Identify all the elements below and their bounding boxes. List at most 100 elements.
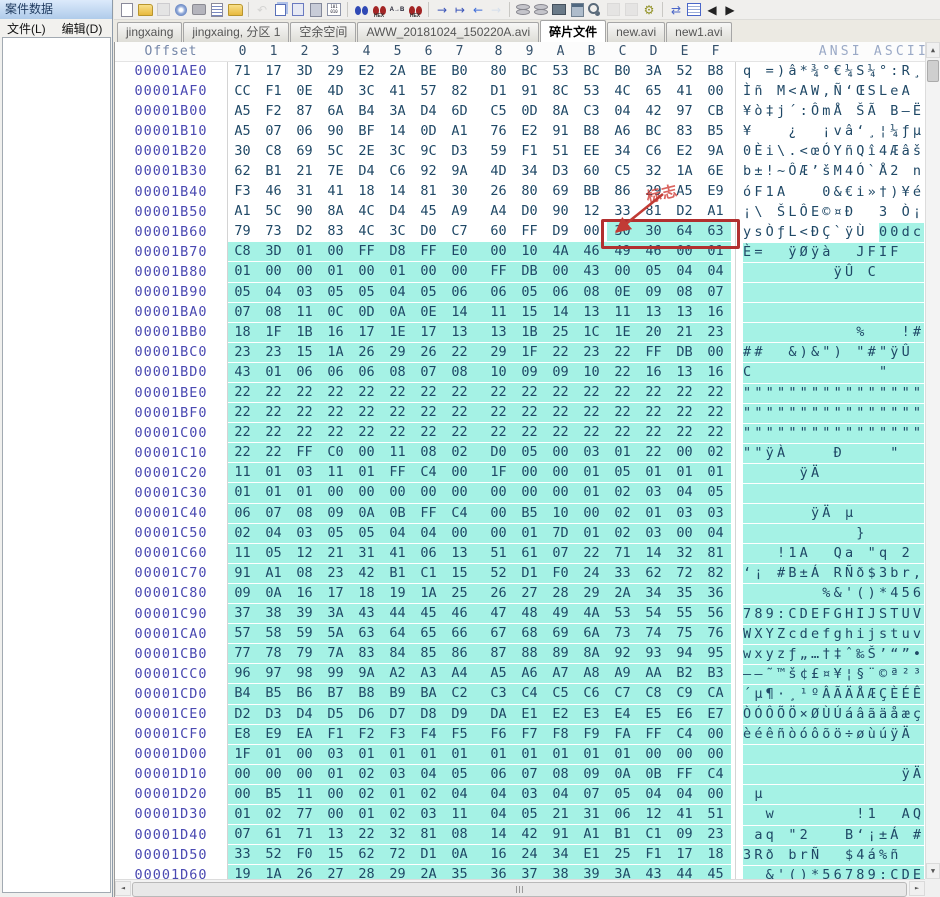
hex-byte[interactable]: 04 [382, 523, 413, 543]
hex-byte[interactable]: 22 [444, 342, 475, 362]
hex-byte[interactable]: 05 [258, 543, 289, 563]
hex-byte[interactable]: 0E [296, 82, 313, 99]
ascii-char[interactable] [844, 343, 857, 363]
ascii-char[interactable] [754, 122, 765, 141]
ascii-char[interactable]: Q [912, 805, 925, 825]
ascii-char[interactable] [754, 745, 766, 765]
ascii-char[interactable] [799, 283, 811, 303]
hex-byte[interactable]: 29 [327, 62, 344, 79]
hex-byte[interactable]: 01 [444, 744, 475, 764]
hex-byte[interactable]: 34 [545, 845, 576, 865]
ascii-char[interactable] [890, 805, 902, 825]
hex-byte[interactable]: A5 [234, 102, 251, 119]
ascii-char[interactable] [765, 283, 777, 303]
hex-byte[interactable]: F4 [413, 724, 444, 744]
hex-byte[interactable]: 56 [700, 604, 731, 624]
hex-byte[interactable]: F6 [483, 724, 514, 744]
hex-byte[interactable]: B1 [382, 563, 413, 583]
hex-byte[interactable]: 01 [638, 463, 669, 483]
ascii-char[interactable] [890, 785, 902, 805]
ascii-char[interactable]: < [799, 143, 811, 160]
ascii-char[interactable]: " [901, 403, 913, 423]
ascii-char[interactable] [822, 524, 834, 544]
ascii-char[interactable]: Y [765, 624, 777, 644]
hex-byte[interactable]: 08 [289, 563, 320, 583]
ascii-char[interactable]: U [901, 604, 913, 624]
hex-byte[interactable]: 22 [638, 423, 669, 443]
ascii-char[interactable]: ä [878, 705, 891, 725]
vertical-scrollbar[interactable]: ▲ ▼ [925, 42, 940, 879]
hex-byte[interactable]: 46 [265, 183, 282, 200]
hex-byte[interactable]: 0A [444, 845, 475, 865]
hex-byte[interactable]: 22 [576, 383, 607, 403]
ascii-char[interactable] [833, 745, 845, 765]
hex-byte[interactable]: 59 [490, 142, 507, 159]
ascii-char[interactable]: R [754, 845, 766, 865]
hex-byte[interactable]: B4 [358, 102, 375, 119]
ascii-char[interactable]: M [833, 163, 845, 180]
hex-byte[interactable]: 71 [607, 543, 638, 563]
hex-byte[interactable]: 09 [576, 764, 607, 784]
hex-byte[interactable]: 07 [413, 362, 444, 382]
hex-byte[interactable]: 6E [707, 162, 724, 179]
ascii-char[interactable] [776, 343, 789, 363]
hex-byte[interactable]: 22 [227, 423, 258, 443]
ascii-char[interactable]: ‘ [743, 564, 755, 584]
hex-byte[interactable]: 4A [576, 604, 607, 624]
ascii-char[interactable] [799, 262, 811, 283]
hex-byte[interactable]: 53 [583, 82, 600, 99]
hex-byte[interactable]: 11 [444, 804, 475, 825]
hex-byte[interactable]: 2A [413, 865, 444, 879]
ascii-char[interactable] [743, 785, 755, 805]
hex-byte[interactable]: 1B [289, 322, 320, 342]
hex-byte[interactable]: 37 [227, 604, 258, 624]
hex-byte[interactable]: D1 [490, 82, 507, 99]
hex-byte[interactable]: 00 [700, 724, 731, 744]
hex-byte[interactable]: 81 [420, 183, 437, 200]
hex-byte[interactable]: 18 [227, 322, 258, 342]
hex-byte[interactable]: 24 [576, 563, 607, 583]
hex-byte[interactable]: 05 [607, 784, 638, 804]
hex-byte[interactable]: 00 [545, 262, 576, 282]
ascii-char[interactable]: : [890, 63, 902, 79]
ascii-char[interactable]: v [912, 624, 925, 644]
hex-byte[interactable]: 06 [413, 543, 444, 563]
hex-byte[interactable]: 35 [669, 583, 700, 604]
hex-byte[interactable]: 83 [351, 644, 382, 664]
hex-byte[interactable]: 33 [607, 563, 638, 583]
menu-file[interactable]: 文件(L) [7, 21, 46, 36]
ascii-char[interactable]: Q [856, 143, 868, 160]
hex-byte[interactable]: 90 [327, 122, 344, 139]
ascii-char[interactable] [754, 805, 766, 825]
ascii-char[interactable] [912, 504, 925, 524]
ascii-char[interactable] [788, 805, 800, 825]
tab-1[interactable]: jingxaing [117, 22, 183, 42]
disc-icon[interactable] [172, 1, 190, 18]
copy-icon[interactable] [271, 1, 289, 18]
ascii-char[interactable]: ` [867, 163, 879, 180]
hex-byte[interactable]: B8 [707, 62, 724, 79]
ascii-char[interactable] [856, 745, 868, 765]
hex-byte[interactable]: 13 [320, 825, 351, 845]
hex-byte[interactable]: 4D [327, 82, 344, 99]
ascii-char[interactable] [878, 745, 891, 765]
scroll-right-icon[interactable]: ► [909, 881, 925, 896]
hex-byte[interactable]: 00 [413, 483, 444, 503]
hex-byte[interactable]: 77 [227, 644, 258, 664]
hex-byte[interactable]: 41 [389, 82, 406, 99]
hex-byte[interactable]: 26 [490, 183, 507, 200]
ascii-char[interactable] [822, 262, 834, 283]
ascii-char[interactable]: Ô [765, 705, 777, 725]
ascii-char[interactable]: È [754, 143, 766, 160]
hex-byte[interactable]: 07 [265, 122, 282, 139]
ascii-char[interactable]: & [810, 343, 823, 363]
hex-byte[interactable]: 00 [669, 443, 700, 463]
hex-byte[interactable]: 1E [382, 322, 413, 342]
ascii-char[interactable] [743, 865, 755, 879]
hex-byte[interactable]: 06 [444, 282, 475, 302]
ascii-char[interactable]: " [867, 544, 879, 564]
ascii-char[interactable] [788, 262, 800, 283]
hex-byte[interactable]: 14 [483, 825, 514, 845]
ascii-char[interactable]: a [754, 825, 766, 845]
hex-byte[interactable]: C4 [444, 503, 475, 523]
